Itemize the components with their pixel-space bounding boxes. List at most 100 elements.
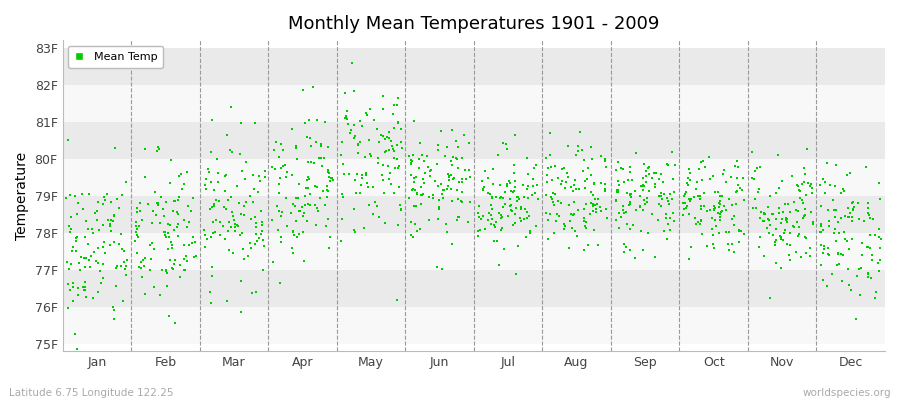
Point [706, 240, 721, 247]
Point [59, 195, 74, 202]
Point [347, 122, 362, 128]
Point [869, 289, 884, 295]
Point [476, 213, 491, 219]
Point [106, 212, 121, 218]
Point [776, 236, 790, 243]
Point [621, 176, 635, 183]
Point [579, 223, 593, 229]
Point [846, 203, 860, 210]
Point [372, 139, 386, 146]
Point [65, 248, 79, 255]
Point [272, 190, 286, 197]
Point [442, 172, 456, 179]
Point [633, 204, 647, 210]
Point [803, 253, 817, 259]
Point [652, 193, 666, 199]
Point [579, 225, 593, 232]
Point [63, 261, 77, 268]
Point [728, 201, 742, 207]
Point [161, 230, 176, 236]
Point [471, 210, 485, 216]
Point [437, 152, 452, 159]
Point [860, 209, 875, 216]
Point [292, 207, 307, 214]
Point [103, 223, 117, 229]
Point [310, 116, 325, 123]
Point [321, 168, 336, 175]
Point [834, 251, 849, 258]
Point [180, 258, 194, 264]
Point [623, 169, 637, 176]
Point [295, 229, 310, 235]
Point [187, 239, 202, 246]
Point [450, 217, 464, 223]
Point [255, 228, 269, 234]
Point [796, 213, 811, 219]
Point [594, 153, 608, 159]
Point [171, 211, 185, 217]
Point [719, 207, 733, 213]
Point [421, 194, 436, 200]
Point [406, 152, 420, 158]
Point [771, 152, 786, 159]
Point [814, 241, 828, 248]
Point [235, 168, 249, 175]
Point [440, 186, 454, 192]
Point [593, 203, 608, 210]
Point [559, 179, 573, 185]
Point [353, 189, 367, 196]
Point [771, 210, 786, 216]
Point [682, 211, 697, 218]
Point [273, 174, 287, 181]
Point [385, 143, 400, 149]
Point [827, 206, 842, 213]
Point [822, 223, 836, 229]
Point [584, 200, 598, 206]
Point [586, 208, 600, 214]
Point [339, 116, 354, 122]
Point [482, 190, 496, 196]
Point [72, 260, 86, 266]
Point [678, 190, 692, 197]
Point [587, 181, 601, 187]
Point [771, 185, 786, 192]
Point [842, 214, 856, 220]
Point [639, 173, 653, 180]
Point [176, 181, 191, 188]
Point [257, 174, 272, 180]
Point [88, 210, 103, 216]
Point [434, 181, 448, 187]
Point [539, 210, 554, 216]
Point [610, 187, 625, 194]
Point [130, 250, 144, 256]
Point [774, 219, 788, 226]
Point [150, 144, 165, 150]
Point [641, 230, 655, 237]
Point [548, 163, 562, 169]
Point [220, 298, 234, 305]
Point [586, 202, 600, 209]
Point [344, 127, 358, 134]
Point [504, 202, 518, 209]
Point [778, 201, 792, 208]
Point [813, 182, 827, 188]
Point [388, 164, 402, 171]
Point [351, 142, 365, 148]
Point [720, 241, 734, 247]
Point [420, 164, 435, 170]
Point [511, 193, 526, 200]
Point [302, 135, 317, 142]
Point [868, 232, 882, 238]
Point [832, 230, 846, 236]
Point [612, 225, 626, 232]
Point [71, 200, 86, 206]
Point [507, 188, 521, 195]
Point [500, 183, 515, 190]
Point [63, 228, 77, 235]
Point [445, 198, 459, 204]
Point [451, 165, 465, 171]
Point [694, 217, 708, 223]
Point [317, 155, 331, 161]
Point [313, 141, 328, 147]
Point [284, 210, 298, 216]
